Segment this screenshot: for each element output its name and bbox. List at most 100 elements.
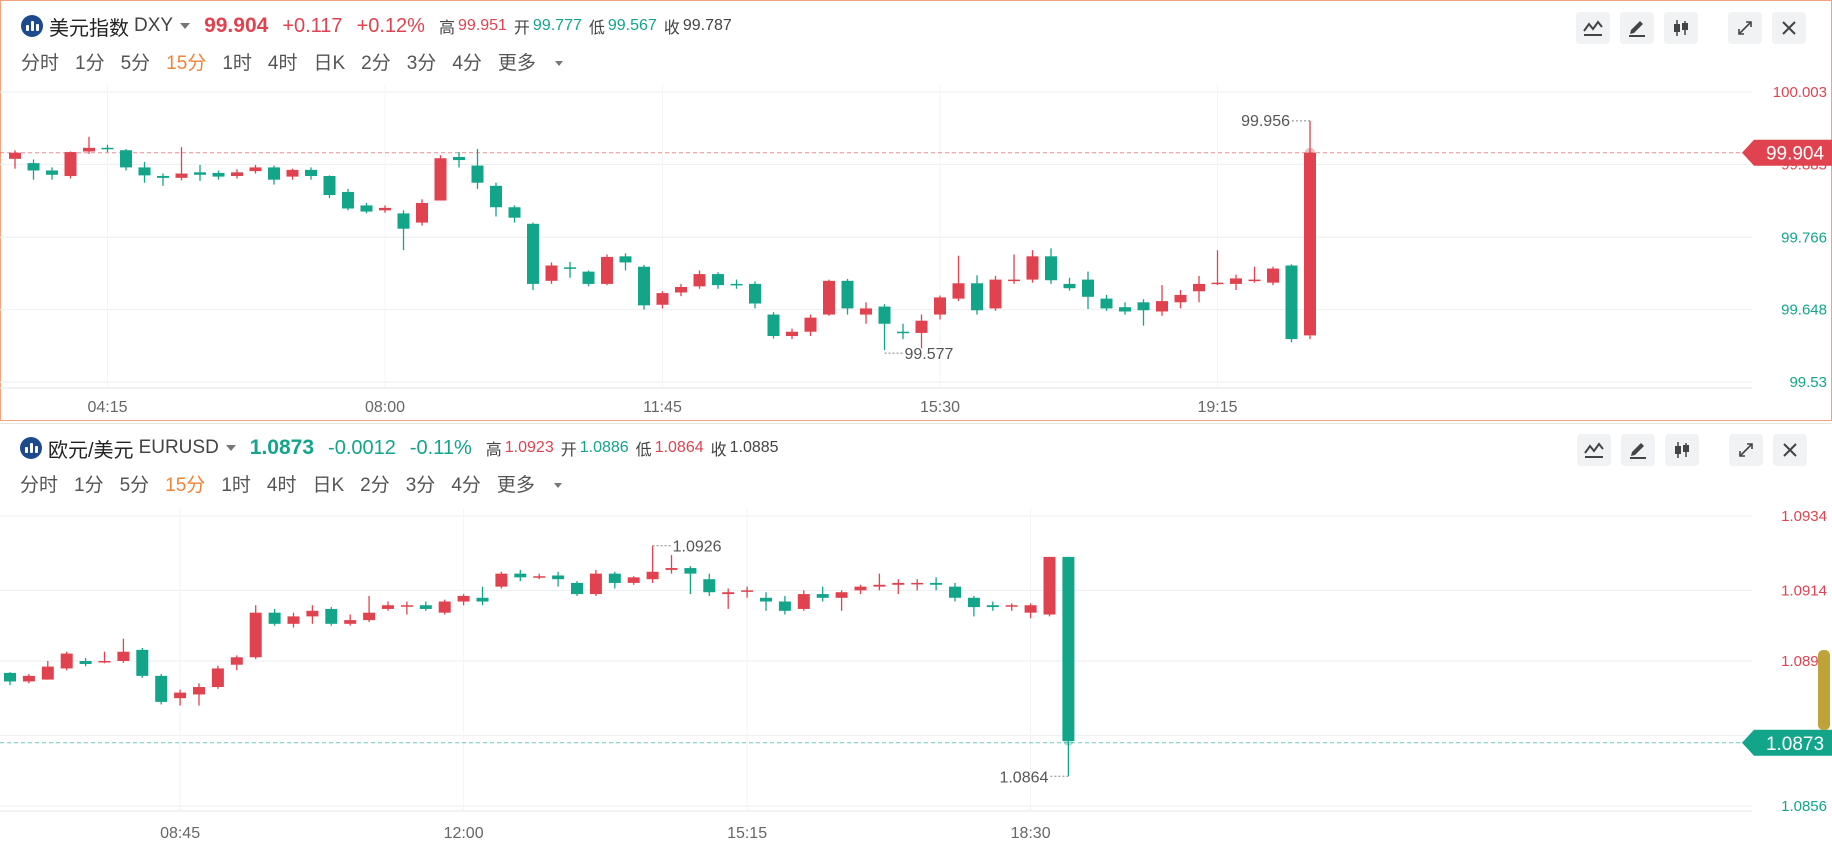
candlestick-chart-dxy[interactable]: 100.00399.88599.76699.64899.5304:1508:00…: [0, 84, 1832, 420]
candle-body: [382, 605, 394, 609]
timeframe-tab[interactable]: 4分: [452, 53, 482, 74]
candle-body: [835, 592, 848, 598]
candle-body: [552, 575, 565, 580]
chevron-down-icon[interactable]: [180, 23, 191, 29]
timeframe-tab[interactable]: 4时: [266, 475, 297, 496]
candle-body: [703, 579, 716, 593]
timeframe-tab[interactable]: 1时: [222, 53, 252, 74]
timeframe-tab[interactable]: 2分: [361, 53, 391, 74]
high-marker-label: 99.956: [1241, 113, 1290, 130]
timeframe-tab[interactable]: 5分: [120, 53, 151, 74]
candle-body: [41, 666, 54, 680]
candle-body: [360, 205, 373, 212]
candle-body: [138, 167, 151, 176]
timeframe-tab[interactable]: 5分: [119, 475, 150, 496]
timeframe-tab[interactable]: 日K: [313, 53, 346, 74]
timeframe-tab[interactable]: 4分: [451, 475, 481, 496]
chart-toolbar: [1567, 434, 1807, 466]
candle-body: [211, 668, 224, 688]
candle-body: [79, 661, 92, 664]
close-button[interactable]: [1772, 12, 1806, 44]
high-marker-label: 1.0926: [673, 539, 722, 556]
candle-body: [767, 314, 780, 337]
draw-button[interactable]: [1621, 434, 1655, 466]
timeframe-tab[interactable]: 1分: [74, 475, 104, 496]
candle-body: [231, 172, 243, 176]
x-tick-label: 04:15: [87, 399, 127, 416]
low-label: 低: [635, 442, 652, 459]
timeframe-tab-active[interactable]: 15分: [165, 475, 206, 496]
symbol-code[interactable]: EURUSD: [138, 437, 219, 458]
candle-body: [934, 297, 946, 315]
indicator-button[interactable]: [1577, 434, 1611, 466]
y-tick-label: 100.003: [1773, 84, 1827, 101]
timeframe-tab[interactable]: 分时: [21, 53, 60, 74]
candle-body: [915, 320, 928, 333]
candle-body: [495, 573, 508, 587]
candlestick-chart-eurusd[interactable]: 1.09341.09141.08951.08751.085608:4512:00…: [0, 507, 1832, 849]
price-change: +0.117: [282, 14, 343, 37]
y-tick-label: 1.0856: [1781, 798, 1827, 815]
timeframe-tab[interactable]: 2分: [360, 475, 390, 496]
candle-body: [1285, 265, 1298, 340]
low-value: 1.0864: [654, 439, 704, 456]
open-value: 99.777: [532, 17, 582, 34]
candle-body: [952, 283, 965, 299]
candle-body: [1024, 605, 1037, 613]
expand-icon: [1739, 443, 1753, 457]
x-tick-label: 11:45: [643, 399, 682, 416]
close-value: 1.0885: [729, 439, 779, 456]
y-tick-label: 99.648: [1781, 302, 1827, 319]
chart-logo-icon: [20, 437, 42, 459]
candle-body: [971, 283, 983, 311]
timeframe-bar: 分时 1分 5分 15分 1时 4时 日K 2分 3分 4分 更多: [21, 48, 595, 75]
candle-body: [1267, 268, 1279, 283]
timeframe-tab[interactable]: 3分: [405, 475, 436, 496]
candle-body: [230, 657, 243, 665]
candle-body: [268, 167, 280, 180]
candle-body: [601, 256, 613, 284]
timeframe-tab[interactable]: 分时: [20, 475, 59, 496]
candle-body: [64, 152, 77, 176]
expand-button[interactable]: [1729, 434, 1763, 466]
candle-body: [508, 207, 521, 218]
more-menu[interactable]: 更多: [497, 470, 578, 497]
chart-type-button[interactable]: [1664, 12, 1698, 44]
price-change-percent: -0.11%: [409, 436, 472, 459]
scroll-handle[interactable]: [1818, 650, 1830, 730]
draw-button[interactable]: [1620, 12, 1654, 44]
more-menu[interactable]: 更多: [498, 48, 579, 75]
y-tick-label: 99.53: [1789, 374, 1827, 391]
y-tick-label: 1.0895: [1781, 653, 1827, 670]
timeframe-tab[interactable]: 4时: [267, 53, 298, 74]
last-price: 99.904: [204, 14, 269, 37]
chart-type-button[interactable]: [1665, 434, 1699, 466]
expand-button[interactable]: [1728, 12, 1762, 44]
close-button[interactable]: [1773, 434, 1807, 466]
candle-body: [1008, 279, 1020, 282]
candle-body: [476, 597, 489, 602]
candle-body: [841, 280, 854, 309]
indicator-button[interactable]: [1576, 12, 1610, 44]
candle-body: [434, 158, 447, 201]
caret-down-icon: [553, 483, 562, 489]
candle-body: [722, 592, 735, 595]
chart-panel-eurusd: 欧元/美元 EURUSD 1.0873 -0.0012 -0.11% 高 1.09…: [0, 423, 1832, 849]
candle-body: [249, 167, 262, 172]
timeframe-tab[interactable]: 1时: [221, 475, 251, 496]
candle-body: [854, 586, 867, 591]
candle-body: [419, 605, 432, 609]
chevron-down-icon[interactable]: [225, 445, 236, 451]
more-label: 更多: [496, 475, 535, 496]
close-label: 收: [663, 20, 680, 37]
timeframe-tab[interactable]: 1分: [75, 53, 105, 74]
candle-body: [627, 577, 640, 583]
timeframe-tab-active[interactable]: 15分: [166, 53, 207, 74]
symbol-code[interactable]: DXY: [134, 15, 174, 36]
timeframe-tab[interactable]: 3分: [406, 53, 437, 74]
candle-body: [438, 601, 451, 613]
candle-body: [873, 584, 886, 587]
timeframe-tab[interactable]: 日K: [312, 475, 345, 496]
symbol-name: 美元指数: [49, 17, 129, 40]
